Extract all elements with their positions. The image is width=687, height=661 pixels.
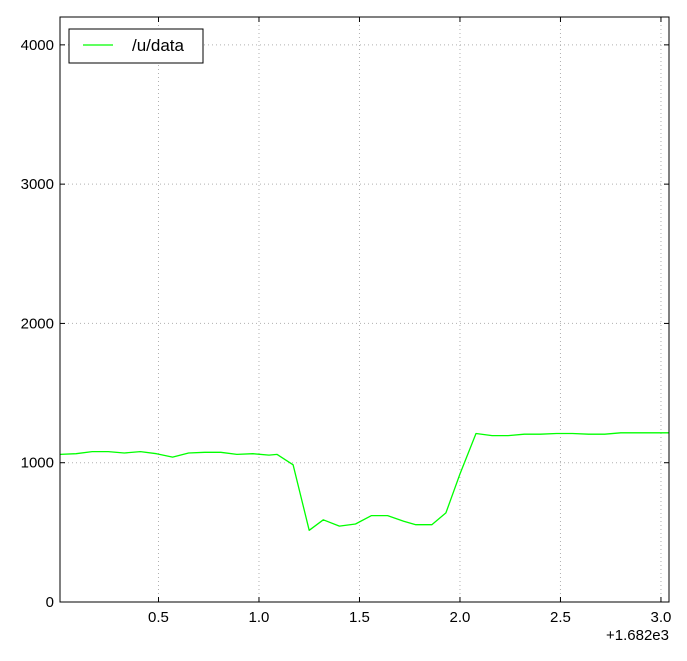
y-tick-label: 3000 [21,176,54,193]
legend-box [68,28,204,64]
x-tick-label: 1.0 [249,609,270,626]
x-tick-label: 1.5 [349,609,370,626]
x-tick-label: 0.5 [148,609,169,626]
legend-entry-u-data: /u/data [132,36,185,55]
series-line-u-data [59,432,669,531]
legend: /u/data [68,28,204,64]
x-axis-offset-label: +1.682e3 [606,627,669,644]
y-tick-label: 4000 [21,37,54,54]
axis-ticks: 0.5 1.0 1.5 2.0 2.5 3.0 0 1000 2000 3000 4000 [21,17,672,626]
x-tick-label: 2.5 [550,609,571,626]
y-tick-label: 0 [46,594,54,611]
plot-frame [59,16,670,603]
y-tick-label: 1000 [21,455,54,472]
y-tick-label: 2000 [21,315,54,332]
x-tick-label: 3.0 [651,609,672,626]
series-layer [59,432,669,531]
x-tick-label: 2.0 [450,609,471,626]
